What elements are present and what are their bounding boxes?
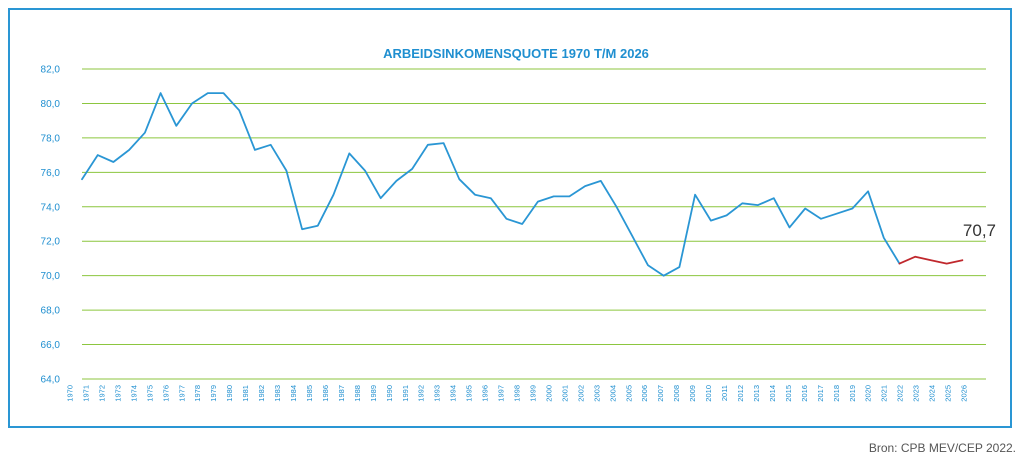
x-tick-label: 2003	[592, 385, 601, 402]
chart-title: ARBEIDSINKOMENSQUOTE 1970 T/M 2026	[383, 46, 649, 61]
x-tick-label: 1976	[161, 385, 170, 402]
y-tick-label: 76,0	[41, 168, 61, 179]
x-tick-label: 1970	[66, 385, 75, 402]
x-tick-label: 1972	[97, 385, 106, 402]
x-tick-label: 1980	[225, 385, 234, 402]
y-tick-label: 64,0	[41, 375, 61, 386]
x-tick-label: 2013	[752, 385, 761, 402]
y-tick-label: 80,0	[41, 99, 61, 110]
x-tick-label: 2002	[576, 385, 585, 402]
x-tick-label: 2009	[688, 385, 697, 402]
y-tick-label: 82,0	[41, 65, 61, 76]
x-tick-label: 2011	[720, 385, 729, 401]
y-axis-ticks: 64,0 66,0 68,0 70,0 72,0 74,0 76,0 78,0 80,0 82,0	[41, 65, 61, 386]
x-tick-label: 2021	[880, 385, 889, 402]
y-tick-label: 66,0	[41, 340, 61, 351]
x-tick-label: 2001	[560, 385, 569, 402]
x-tick-label: 1981	[241, 385, 250, 402]
x-tick-label: 1990	[385, 385, 394, 402]
x-tick-label: 2015	[784, 385, 793, 402]
y-tick-label: 70,0	[41, 271, 61, 282]
x-tick-label: 2025	[944, 385, 953, 402]
x-tick-label: 1993	[433, 385, 442, 402]
x-tick-label: 1998	[513, 385, 522, 402]
x-tick-label: 2018	[832, 385, 841, 402]
x-tick-label: 2007	[656, 385, 665, 402]
x-tick-label: 2006	[640, 385, 649, 402]
x-tick-label: 1975	[145, 385, 154, 402]
x-tick-label: 1979	[209, 385, 218, 402]
annotation-label: 70,7	[963, 221, 996, 240]
chart-frame	[8, 8, 1012, 428]
x-tick-label: 2016	[800, 385, 809, 402]
x-tick-label: 1982	[257, 385, 266, 402]
x-tick-label: 1991	[401, 385, 410, 402]
x-tick-label: 1996	[481, 385, 490, 402]
x-tick-label: 1973	[113, 385, 122, 402]
x-axis-ticks: 1970 1971 1972 1973 1974 1975 1976 1977 1978 1979…	[66, 385, 969, 402]
y-tick-label: 78,0	[41, 133, 61, 144]
x-tick-label: 1992	[417, 385, 426, 402]
x-tick-label: 1983	[273, 385, 282, 402]
x-tick-label: 1971	[81, 385, 90, 402]
x-tick-label: 2004	[608, 385, 617, 402]
x-tick-label: 1977	[177, 385, 186, 402]
x-tick-label: 2020	[864, 385, 873, 402]
y-tick-label: 68,0	[41, 306, 61, 317]
x-tick-label: 1987	[337, 385, 346, 402]
y-tick-label: 74,0	[41, 202, 61, 213]
x-tick-label: 2022	[896, 385, 905, 402]
series-line-historic	[81, 92, 901, 277]
series-group	[81, 92, 964, 277]
x-tick-label: 2026	[960, 385, 969, 402]
x-tick-label: 2014	[768, 385, 777, 402]
series-line-forecast	[898, 255, 964, 265]
x-tick-label: 1984	[289, 385, 298, 402]
x-tick-label: 2019	[848, 385, 857, 402]
x-tick-label: 1985	[305, 385, 314, 402]
x-tick-label: 1997	[497, 385, 506, 402]
x-tick-label: 1994	[449, 385, 458, 402]
x-tick-label: 2017	[816, 385, 825, 402]
x-tick-label: 1988	[353, 385, 362, 402]
x-tick-label: 2008	[672, 385, 681, 402]
x-tick-label: 1989	[369, 385, 378, 402]
y-tick-label: 72,0	[41, 237, 61, 248]
x-tick-label: 2000	[544, 385, 553, 402]
x-tick-label: 2024	[928, 385, 937, 402]
x-tick-label: 1974	[129, 385, 138, 402]
x-tick-label: 2012	[736, 385, 745, 402]
line-chart: ARBEIDSINKOMENSQUOTE 1970 T/M 2026 64,06…	[41, 46, 996, 402]
x-tick-label: 1986	[321, 385, 330, 402]
x-tick-label: 2010	[704, 385, 713, 402]
x-tick-label: 2023	[912, 385, 921, 402]
x-tick-label: 1999	[528, 385, 537, 402]
x-tick-label: 1995	[465, 385, 474, 402]
grid-lines	[82, 68, 986, 380]
x-tick-label: 1978	[193, 385, 202, 402]
x-tick-label: 2005	[624, 385, 633, 402]
source-note: Bron: CPB MEV/CEP 2022.	[868, 441, 1016, 455]
